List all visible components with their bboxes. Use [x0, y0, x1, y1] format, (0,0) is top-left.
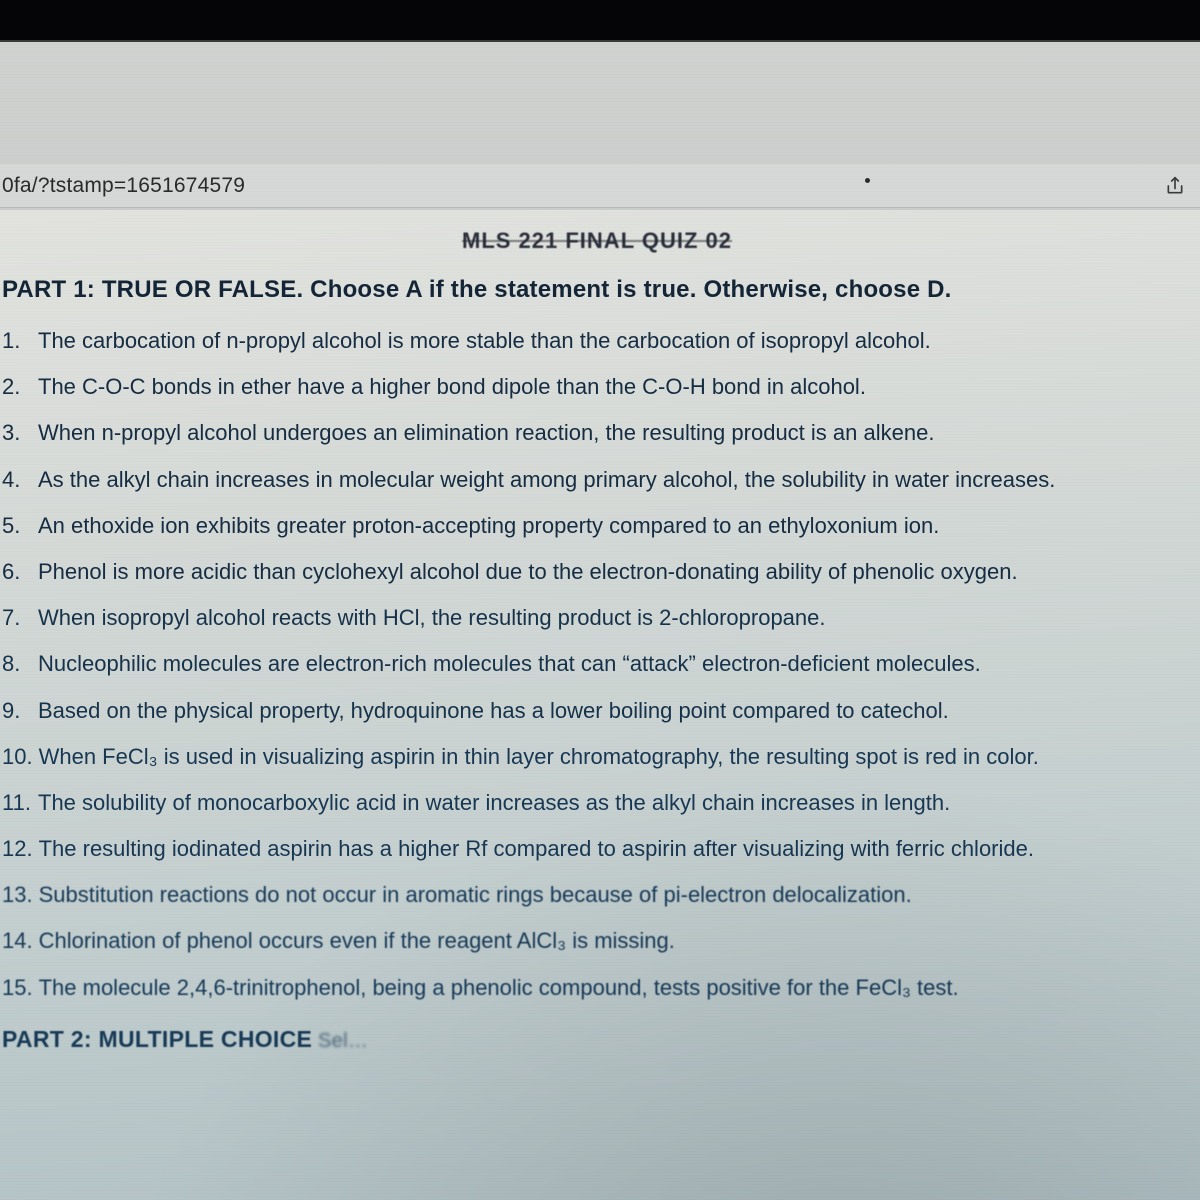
address-bar: 0fa/?tstamp=1651674579	[0, 164, 1200, 208]
question-text: The resulting iodinated aspirin has a hi…	[39, 834, 1192, 864]
question-text: Phenol is more acidic than cyclohexyl al…	[38, 557, 1192, 587]
question-item: 1.The carbocation of n-propyl alcohol is…	[2, 326, 1192, 356]
part2-heading: PART 2: MULTIPLE CHOICE Sel…	[2, 1026, 1192, 1053]
part2-label: PART 2: MULTIPLE CHOICE	[2, 1026, 312, 1052]
question-number: 4.	[2, 465, 38, 495]
address-bar-url[interactable]: 0fa/?tstamp=1651674579	[2, 174, 245, 198]
question-number: 11.	[2, 788, 38, 818]
question-item: 4.As the alkyl chain increases in molecu…	[2, 465, 1192, 495]
document-viewport[interactable]: MLS 221 FINAL QUIZ 02 PART 1: TRUE OR FA…	[0, 210, 1200, 1200]
question-item: 3.When n-propyl alcohol undergoes an eli…	[2, 418, 1192, 448]
question-number: 12.	[2, 834, 39, 864]
question-number: 9.	[2, 696, 38, 726]
question-number: 8.	[2, 649, 38, 679]
question-text: The solubility of monocarboxylic acid in…	[38, 788, 1192, 818]
part1-heading: PART 1: TRUE OR FALSE. Choose A if the s…	[2, 276, 1192, 304]
question-item: 5.An ethoxide ion exhibits greater proto…	[2, 511, 1192, 541]
question-item: 2.The C-O-C bonds in ether have a higher…	[2, 372, 1192, 402]
question-text: The C-O-C bonds in ether have a higher b…	[38, 372, 1192, 402]
question-text: Chlorination of phenol occurs even if th…	[39, 926, 1192, 956]
question-text: Nucleophilic molecules are electron-rich…	[38, 649, 1192, 679]
question-text: When FeCl₃ is used in visualizing aspiri…	[39, 742, 1192, 772]
stray-dot	[865, 178, 870, 183]
part1-heading-rest: Choose A if the statement is true. Other…	[303, 276, 951, 303]
question-item: 9.Based on the physical property, hydroq…	[2, 696, 1192, 726]
question-item: 8.Nucleophilic molecules are electron-ri…	[2, 649, 1192, 679]
question-text: When isopropyl alcohol reacts with HCl, …	[38, 603, 1192, 633]
question-number: 13.	[2, 880, 39, 910]
share-icon[interactable]	[1164, 175, 1186, 197]
question-item: 12.The resulting iodinated aspirin has a…	[2, 834, 1192, 864]
question-item: 14.Chlorination of phenol occurs even if…	[2, 926, 1192, 956]
monitor-frame: 0fa/?tstamp=1651674579 MLS 221 FINAL QUI…	[0, 0, 1200, 1200]
question-item: 6.Phenol is more acidic than cyclohexyl …	[2, 557, 1192, 587]
question-number: 1.	[2, 326, 38, 356]
question-number: 2.	[2, 372, 38, 402]
question-list: 1.The carbocation of n-propyl alcohol is…	[2, 326, 1192, 1002]
question-number: 7.	[2, 603, 38, 633]
question-item: 15.The molecule 2,4,6-trinitrophenol, be…	[2, 973, 1192, 1003]
question-number: 3.	[2, 418, 38, 448]
monitor-bezel	[0, 0, 1200, 40]
part2-tail: Sel…	[312, 1030, 368, 1052]
question-number: 10.	[2, 742, 39, 772]
question-text: An ethoxide ion exhibits greater proton-…	[38, 511, 1192, 541]
question-text: As the alkyl chain increases in molecula…	[38, 465, 1192, 495]
question-text: Substitution reactions do not occur in a…	[39, 880, 1192, 910]
question-item: 13.Substitution reactions do not occur i…	[2, 880, 1192, 910]
question-number: 15.	[2, 973, 39, 1003]
question-number: 6.	[2, 557, 38, 587]
question-text: The molecule 2,4,6-trinitrophenol, being…	[39, 973, 1192, 1003]
part1-heading-prefix: PART 1: TRUE OR FALSE.	[2, 276, 303, 303]
question-text: Based on the physical property, hydroqui…	[38, 696, 1192, 726]
question-item: 11.The solubility of monocarboxylic acid…	[2, 788, 1192, 818]
quiz-title-struck: MLS 221 FINAL QUIZ 02	[2, 228, 1192, 254]
question-text: The carbocation of n-propyl alcohol is m…	[38, 326, 1192, 356]
question-number: 5.	[2, 511, 38, 541]
screen-area: 0fa/?tstamp=1651674579 MLS 221 FINAL QUI…	[0, 40, 1200, 1200]
question-text: When n-propyl alcohol undergoes an elimi…	[38, 418, 1192, 448]
question-item: 7.When isopropyl alcohol reacts with HCl…	[2, 603, 1192, 633]
question-number: 14.	[2, 926, 39, 956]
question-item: 10.When FeCl₃ is used in visualizing asp…	[2, 742, 1192, 772]
